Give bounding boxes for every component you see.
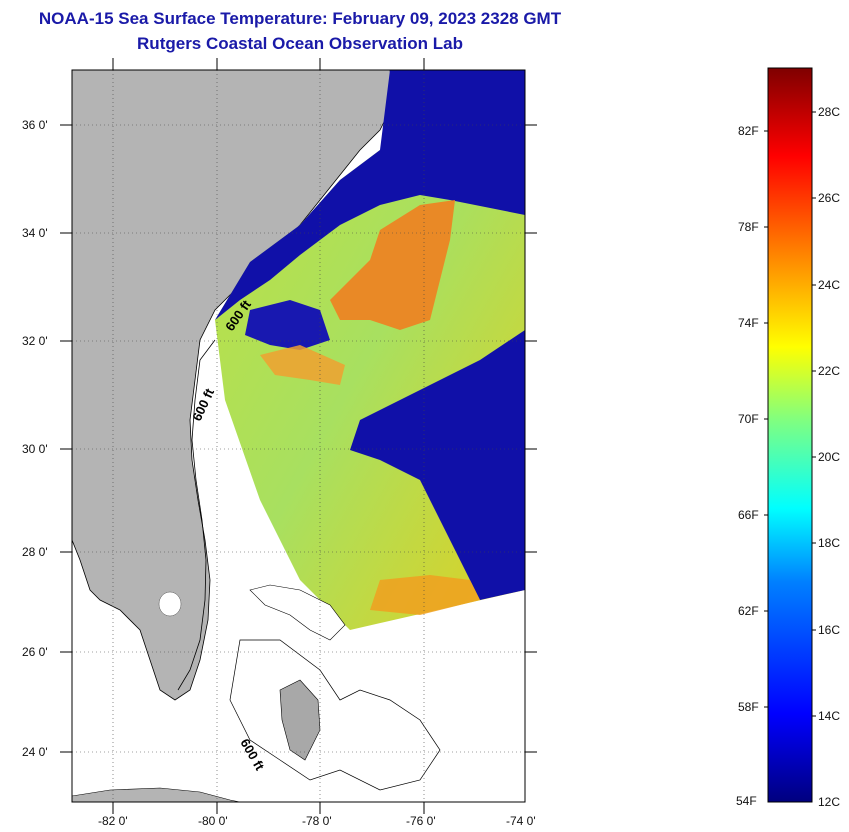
cb-c-24: 24C [818, 278, 841, 292]
cb-c-28: 28C [818, 105, 841, 119]
sst-cold-coastal [215, 70, 525, 320]
sst-warm-west [260, 345, 345, 385]
lon-label-80: -80 0' [198, 814, 228, 828]
contour-label-3: 600 ft [237, 736, 267, 773]
cb-f-54: 54F [736, 794, 757, 808]
contour-bahamas [229, 639, 441, 791]
cb-c-20: 20C [818, 450, 841, 464]
sst-warm-gulfstream [330, 200, 455, 330]
lake [158, 591, 182, 617]
lat-label-28: 28 0' [22, 545, 48, 559]
cb-f-82: 82F [738, 124, 759, 138]
land-mainland [72, 70, 396, 701]
colorbar [767, 67, 813, 803]
cb-c-12: 12C [818, 795, 841, 809]
sst-cold-mid [245, 300, 330, 350]
contour-600ft [177, 339, 216, 691]
lon-label-82: -82 0' [98, 814, 128, 828]
map-frame [71, 69, 526, 803]
lon-label-78: -78 0' [302, 814, 332, 828]
land-bahamas [249, 584, 346, 641]
land-cuba [72, 787, 241, 802]
cb-f-66: 66F [738, 508, 759, 522]
map-title: NOAA-15 Sea Surface Temperature: Februar… [38, 9, 562, 28]
land-andros [279, 679, 321, 761]
lon-label-76: -76 0' [406, 814, 436, 828]
lon-label-74: -74 0' [506, 814, 536, 828]
sst-cold-east [350, 330, 525, 600]
cb-c-14: 14C [818, 709, 841, 723]
sst-warm-south [370, 575, 480, 615]
map-subtitle: Rutgers Coastal Ocean Observation Lab [137, 34, 463, 53]
cb-c-18: 18C [818, 536, 841, 550]
lat-label-34: 34 0' [22, 226, 48, 240]
cb-c-26: 26C [818, 191, 841, 205]
lat-label-36: 36 0' [22, 118, 48, 132]
lat-label-26: 26 0' [22, 645, 48, 659]
colorbar-ticks [764, 111, 816, 717]
tick-marks [60, 58, 537, 814]
cb-c-16: 16C [818, 623, 841, 637]
lat-label-32: 32 0' [22, 334, 48, 348]
cb-f-70: 70F [738, 412, 759, 426]
cb-c-22: 22C [818, 364, 841, 378]
cb-f-62: 62F [738, 604, 759, 618]
cb-f-78: 78F [738, 220, 759, 234]
lat-label-24: 24 0' [22, 745, 48, 759]
cb-f-74: 74F [738, 316, 759, 330]
lat-label-30: 30 0' [22, 442, 48, 456]
cb-f-58: 58F [738, 700, 759, 714]
